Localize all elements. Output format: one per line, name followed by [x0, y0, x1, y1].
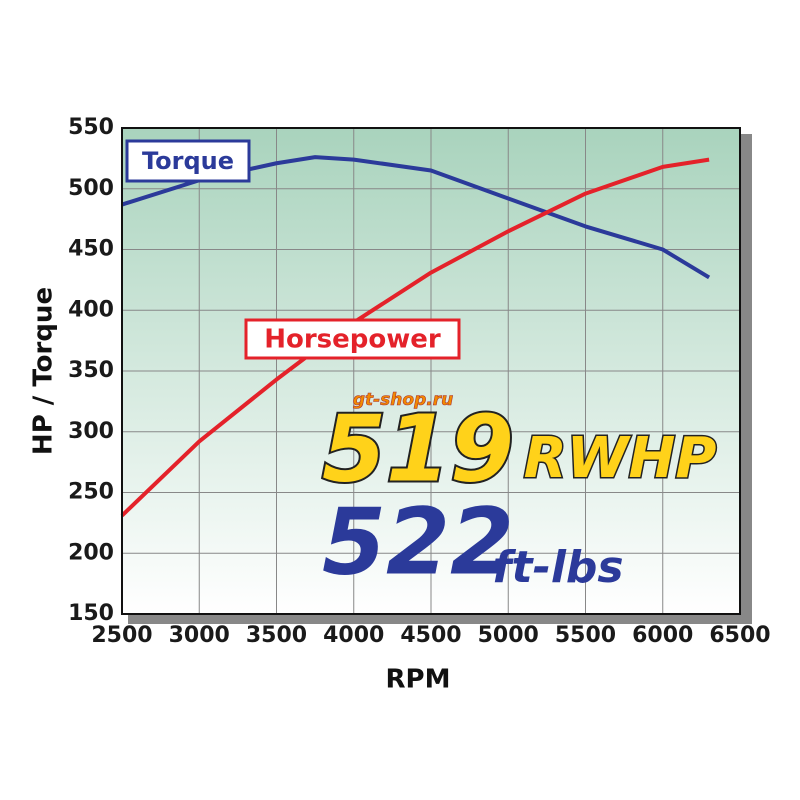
- y-tick-label: 200: [68, 540, 114, 565]
- y-tick-label: 250: [68, 480, 114, 505]
- tq-value: 522: [322, 488, 514, 595]
- hp-unit: RWHP: [524, 426, 717, 491]
- legend-label: Torque: [142, 147, 234, 175]
- x-tick-label: 5500: [555, 623, 616, 648]
- x-tick-label: 3000: [169, 623, 230, 648]
- x-tick-label: 2500: [91, 623, 152, 648]
- watermark: gt-shop.ru: [353, 390, 453, 410]
- y-tick-label: 400: [68, 297, 114, 322]
- y-tick-label: 450: [68, 237, 114, 262]
- x-tick-label: 6000: [632, 623, 693, 648]
- plot-border: [121, 127, 741, 615]
- y-tick-label: 300: [68, 419, 114, 444]
- legend-label: Horsepower: [264, 325, 441, 355]
- x-tick-label: 3500: [246, 623, 307, 648]
- x-axis-title: RPM: [386, 665, 451, 695]
- legend-box: [244, 318, 461, 360]
- series-line: [120, 157, 710, 518]
- hp-value: 519: [322, 395, 514, 502]
- tq-unit: ft-lbs: [492, 542, 623, 593]
- y-tick-label: 350: [68, 358, 114, 383]
- x-tick-label: 6500: [709, 623, 770, 648]
- x-tick-label: 4000: [323, 623, 384, 648]
- y-tick-label: 500: [68, 176, 114, 201]
- y-axis-title: HP / Torque: [29, 287, 59, 455]
- y-tick-label: 150: [68, 601, 114, 626]
- y-tick-label: 550: [68, 115, 114, 140]
- x-tick-label: 5000: [478, 623, 539, 648]
- x-tick-label: 4500: [400, 623, 461, 648]
- legend-box: [125, 139, 251, 183]
